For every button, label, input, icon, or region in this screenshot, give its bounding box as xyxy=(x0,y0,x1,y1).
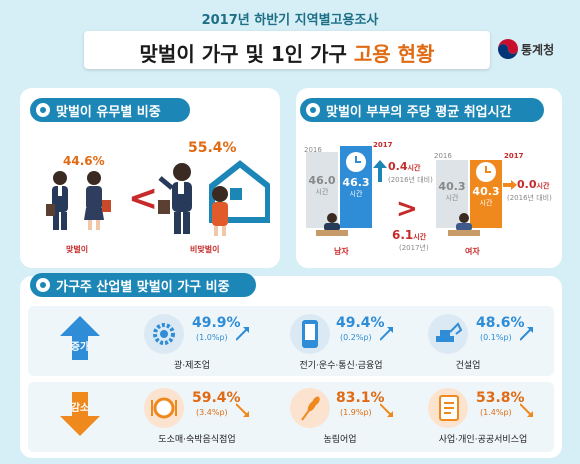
section2-heading-text: 맞벌이 부부의 주당 평균 취업시간 xyxy=(326,104,512,120)
industry-name-services: 사업·개인·공공서비스업 xyxy=(438,435,528,445)
male-change-unit: 시간 xyxy=(407,164,421,172)
female-prev-unit: 시간 xyxy=(445,194,459,202)
industry-name-construction: 건설업 xyxy=(455,361,481,371)
male-year-curr: 2017 xyxy=(373,141,393,149)
female-change-note: (2016년 대비) xyxy=(507,194,552,202)
statistics-korea-logo-icon xyxy=(497,38,519,60)
trend-up-icon xyxy=(380,327,393,341)
industry-pct-manufacturing: 49.9% xyxy=(192,315,241,331)
dining-icon xyxy=(151,397,177,419)
industry-delta-retail: (3.4%p) xyxy=(196,408,228,417)
trend-up-icon xyxy=(520,327,533,341)
industry-pct-services: 53.8% xyxy=(476,390,525,406)
title-box: 맞벌이 가구 및 1인 가구 고용 현황 xyxy=(84,31,490,69)
dual-pct: 44.6% xyxy=(63,154,105,168)
male-year-prev: 2016 xyxy=(304,146,322,154)
increase-arrow-icon xyxy=(60,316,100,360)
male-curr-unit: 시간 xyxy=(349,190,363,198)
gear-icon xyxy=(153,323,175,345)
decrease-row xyxy=(28,382,554,452)
trend-down-icon xyxy=(380,403,393,417)
document-icon xyxy=(439,395,459,421)
bullet-icon xyxy=(306,103,320,117)
dual-label: 맞벌이 xyxy=(66,245,89,254)
gap-unit: 시간 xyxy=(413,233,427,241)
male-curr-hours: 46.3 xyxy=(342,176,370,189)
decrease-label: 감소 xyxy=(70,403,90,414)
female-change-unit: 시간 xyxy=(536,182,550,190)
title-main-text: 맞벌이 가구 및 1인 가구 xyxy=(139,42,354,66)
female-curr-hours: 40.3 xyxy=(472,185,500,198)
industry-pct-retail: 59.4% xyxy=(192,390,241,406)
single-label: 비맞벌이 xyxy=(190,245,220,254)
female-worker-icon xyxy=(448,213,480,236)
industry-pct-telecom: 49.4% xyxy=(336,315,385,331)
section3-heading: 가구주 산업별 맞벌이 가구 비중 xyxy=(30,273,256,297)
trend-down-icon xyxy=(520,403,533,417)
decrease-arrow-icon xyxy=(60,392,100,436)
male-prev-hours: 46.0 xyxy=(308,174,336,187)
industry-delta-construction: (0.1%p) xyxy=(480,333,512,342)
gap-year: (2017년) xyxy=(399,244,429,252)
section1-heading-text: 맞벌이 유무별 비중 xyxy=(56,104,161,120)
excavator-icon xyxy=(436,322,462,342)
single-pct: 55.4% xyxy=(188,140,237,156)
female-prev-hours: 40.3 xyxy=(438,180,466,193)
right-arrow-icon xyxy=(503,180,517,190)
female-change: 0.0시간 xyxy=(517,178,549,191)
female-change-value: 0.0 xyxy=(517,178,537,191)
industry-delta-agriculture: (1.9%p) xyxy=(340,408,372,417)
increase-label: 증가 xyxy=(70,342,90,353)
title-highlight-text: 고용 현황 xyxy=(353,42,435,66)
section2-heading: 맞벌이 부부의 주당 평균 취업시간 xyxy=(300,98,544,122)
gap-chevron-icon: > xyxy=(396,194,418,224)
wheat-icon xyxy=(301,396,320,421)
trend-up-icon xyxy=(236,327,249,341)
up-arrow-icon xyxy=(373,160,387,182)
male-prev-unit: 시간 xyxy=(315,188,329,196)
male-worker-icon xyxy=(316,213,348,236)
industry-name-manufacturing: 광·제조업 xyxy=(174,361,210,371)
male-change-note: (2016년 대비) xyxy=(388,176,433,184)
male-change: 0.4시간 xyxy=(388,160,420,173)
org-name: 통계청 xyxy=(521,43,555,57)
female-year-prev: 2016 xyxy=(434,152,452,160)
compare-symbol: < xyxy=(128,178,159,219)
industry-name-retail: 도소매·숙박음식점업 xyxy=(158,435,236,445)
industry-delta-manufacturing: (1.0%p) xyxy=(196,333,228,342)
page-title: 맞벌이 가구 및 1인 가구 고용 현황 xyxy=(84,38,490,67)
industry-delta-services: (1.4%p) xyxy=(480,408,512,417)
male-label: 남자 xyxy=(334,247,349,256)
industry-pct-agriculture: 83.1% xyxy=(336,390,385,406)
industry-delta-telecom: (0.2%p) xyxy=(340,333,372,342)
phone-icon xyxy=(302,320,318,348)
bullet-icon xyxy=(36,278,50,292)
dual-income-couple-icon xyxy=(46,171,111,230)
gap-value: 6.1시간 xyxy=(392,228,426,242)
clock-icon xyxy=(476,162,496,182)
bullet-icon xyxy=(36,103,50,117)
trend-down-icon xyxy=(236,403,249,417)
industry-pct-construction: 48.6% xyxy=(476,315,525,331)
industry-name-telecom: 전기·운수·통신·금융업 xyxy=(299,361,383,371)
female-label: 여자 xyxy=(465,247,480,256)
clock-icon xyxy=(346,152,366,172)
section3-heading-text: 가구주 산업별 맞벌이 가구 비중 xyxy=(56,279,230,295)
survey-subtitle: 2017년 하반기 지역별고용조사 xyxy=(201,13,379,28)
gap-value-number: 6.1 xyxy=(392,228,414,242)
female-year-curr: 2017 xyxy=(504,152,524,160)
section1-heading: 맞벌이 유무별 비중 xyxy=(30,98,190,122)
industry-name-agriculture: 농림어업 xyxy=(323,435,357,445)
male-change-value: 0.4 xyxy=(388,160,408,173)
single-income-family-icon xyxy=(158,160,270,236)
female-curr-unit: 시간 xyxy=(479,199,493,207)
